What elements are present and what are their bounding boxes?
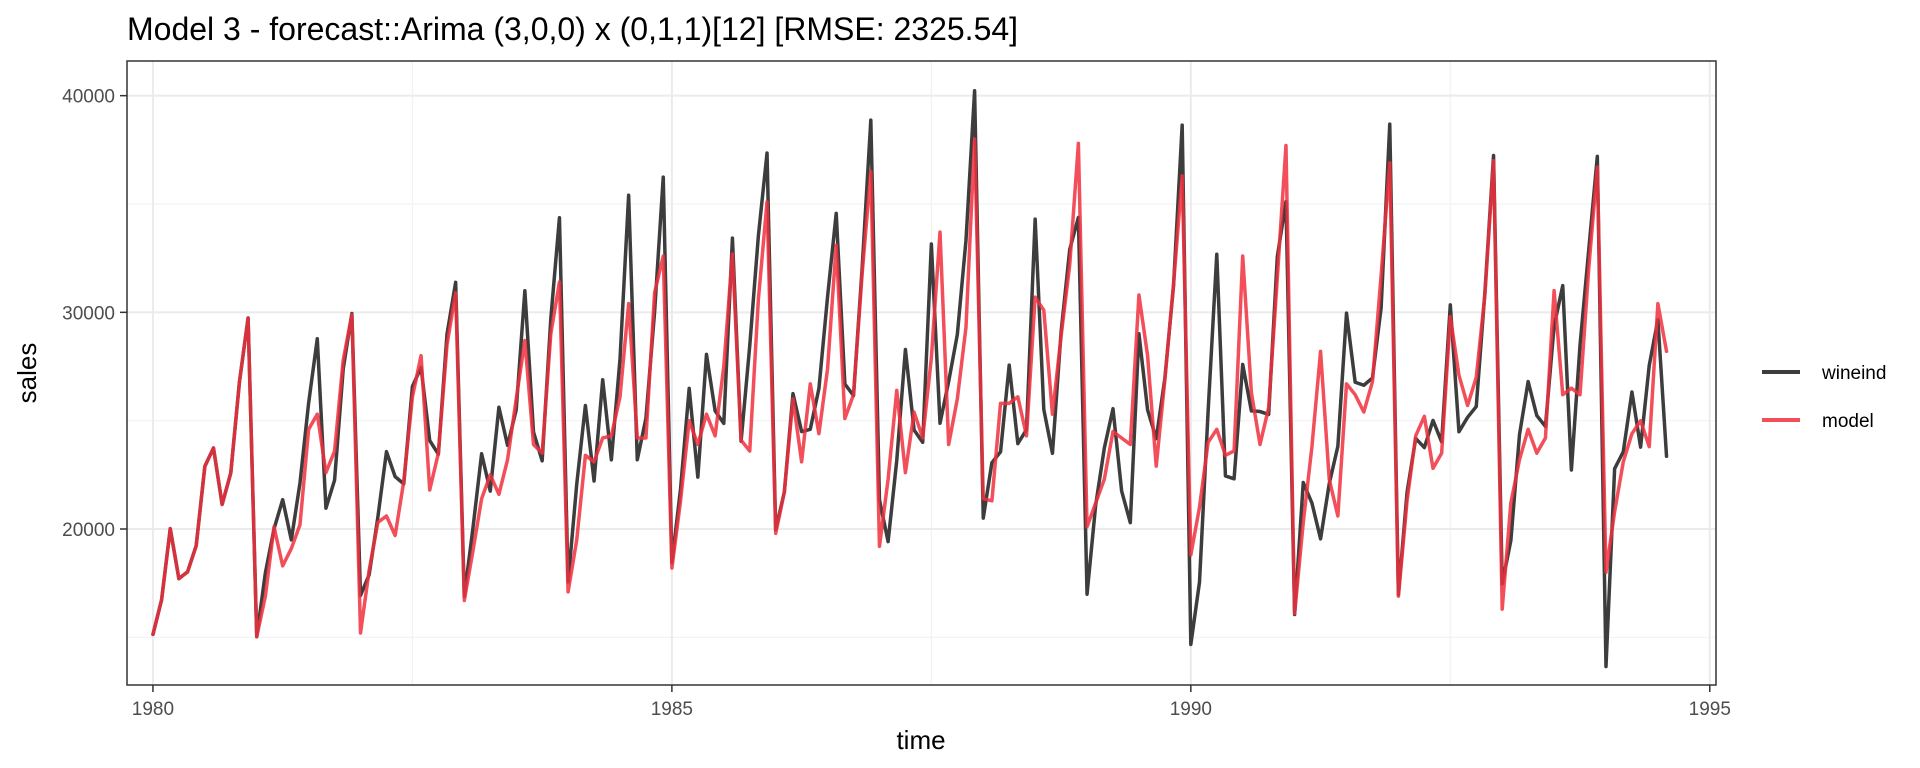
legend-label-wineind: wineind (1821, 363, 1886, 384)
y-tick-label: 30000 (62, 303, 115, 324)
grid (127, 61, 1716, 685)
chart-title: Model 3 - forecast::Arima (3,0,0) x (0,1… (127, 11, 1018, 47)
x-tick-label: 1990 (1170, 699, 1212, 720)
panel-border (126, 60, 1717, 686)
y-axis-title: sales (12, 343, 42, 404)
legend-label-model: model (1822, 411, 1874, 432)
x-tick-label: 1980 (132, 699, 174, 720)
y-axis: 20000 30000 40000 (62, 87, 127, 541)
y-tick-label: 20000 (62, 520, 115, 541)
x-axis-title: time (896, 725, 945, 755)
y-tick-label: 40000 (62, 87, 115, 108)
x-axis: 1980 1985 1990 1995 (132, 685, 1731, 720)
series-lines (151, 89, 1669, 669)
x-tick-label: 1995 (1689, 699, 1731, 720)
series-line-model (151, 137, 1669, 639)
legend: wineind model (1762, 363, 1886, 432)
x-tick-label: 1985 (651, 699, 693, 720)
